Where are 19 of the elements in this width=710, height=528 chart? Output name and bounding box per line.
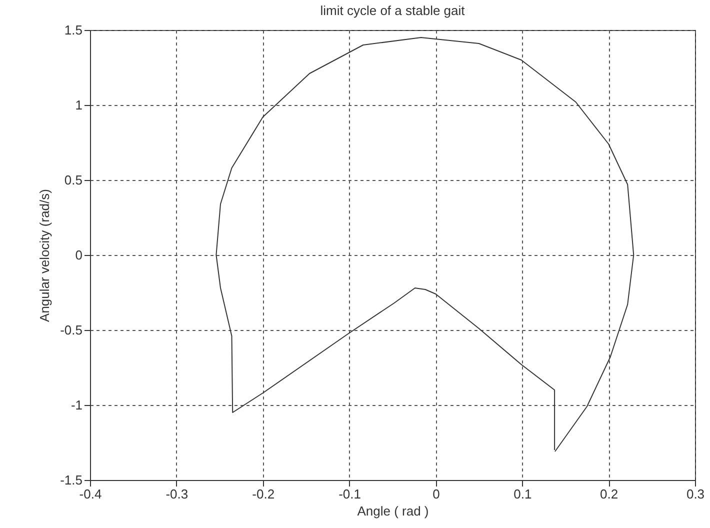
y-tick-label: 0.5 — [64, 172, 82, 188]
x-tick-label: -0.1 — [338, 486, 361, 502]
x-tick-label: 0 — [432, 486, 440, 502]
x-tick-label: -0.3 — [166, 486, 188, 502]
x-tick-label: 0.1 — [514, 486, 532, 502]
y-tick-label: -0.5 — [60, 322, 82, 338]
chart-title: limit cycle of a stable gait — [320, 3, 466, 18]
x-axis-title: Angle ( rad ) — [357, 504, 429, 518]
y-axis-title: Angular velocity (rad/s) — [37, 189, 52, 322]
y-tick-label: -1 — [70, 398, 82, 412]
x-tick-label: -0.4 — [79, 486, 102, 502]
y-tick-label: 1.5 — [64, 22, 82, 38]
y-tick-label: 0 — [75, 248, 82, 262]
y-tick-label: 1 — [75, 98, 82, 112]
x-tick-label: 0.3 — [686, 486, 705, 502]
line-series — [216, 37, 634, 452]
x-tick-label: 0.2 — [600, 486, 618, 502]
y-tick-label: -1.5 — [60, 472, 82, 488]
x-tick-label: -0.2 — [252, 486, 275, 502]
